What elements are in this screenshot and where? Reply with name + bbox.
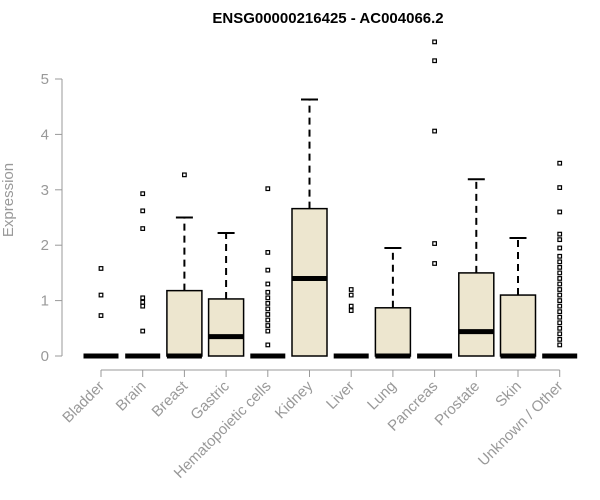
box-skin [499,236,537,359]
outlier-point [140,295,146,301]
outlier-point [557,264,563,270]
outlier-point [557,209,563,215]
chart-title: ENSG00000216425 - AC004066.2 [212,10,443,27]
x-tick-label: Lung [364,378,400,414]
outlier-point [265,295,271,301]
outlier-point [140,299,146,305]
outlier-point [557,309,563,315]
box-gastric [207,232,245,357]
outlier-point [432,261,437,266]
outlier-point [432,128,437,134]
box-iqr [166,289,203,357]
outlier-point [98,313,104,318]
x-tick-label: Breast [149,377,192,420]
outlier-point [265,300,271,306]
box-prostate [458,178,495,357]
outlier-point [265,267,271,273]
outlier-point [98,292,104,298]
outlier-point [557,303,563,309]
outlier-point [265,281,271,287]
y-tick-label: 1 [41,293,49,310]
outlier-point [557,281,563,287]
outlier-point [432,241,437,246]
x-tick-label: Brain [113,378,150,415]
outlier-point [348,292,354,298]
outlier-point [265,312,271,317]
box-iqr [374,307,412,357]
x-tick-label: Bladder [59,378,108,427]
outlier-point [140,191,146,197]
outlier-point [432,58,437,64]
boxes-group [83,39,578,359]
x-tick-label: Liver [323,378,358,413]
box-liver [333,287,369,359]
outlier-point [265,250,271,255]
x-tick-label: Kidney [272,377,317,422]
box-iqr [207,298,245,357]
box-kidney [291,98,328,357]
box-iqr [499,294,537,357]
outlier-point [557,276,563,281]
outlier-point [557,314,563,320]
outlier-point [182,172,187,178]
outlier-point [557,342,563,348]
box-brain [125,191,161,359]
outlier-point [348,303,354,309]
box-iqr [291,207,328,357]
box-breast [166,172,203,359]
outlier-point [557,237,563,243]
box-hematopoietic-cells [250,186,286,359]
outlier-point [265,186,271,192]
outlier-point [557,287,563,292]
outlier-point [557,298,563,303]
box-unknown-other [542,160,578,359]
outlier-point [265,317,271,323]
outlier-point [140,303,146,309]
outlier-point [557,185,563,190]
outlier-point [432,39,437,45]
outlier-point [140,226,146,231]
outlier-point [557,270,563,276]
y-axis: 0 1 2 3 4 5 [41,71,63,365]
y-axis-label: Expression [0,163,17,237]
box-iqr [458,272,495,357]
box-pancreas [417,39,453,359]
outlier-point [265,342,271,348]
outlier-point [98,266,104,271]
y-tick-label: 2 [41,237,49,254]
outlier-point [265,306,271,312]
outlier-point [557,292,563,298]
outlier-point [557,253,563,259]
outlier-point [265,328,271,334]
y-tick-label: 0 [41,348,49,365]
outlier-point [557,259,563,265]
outlier-point [557,336,563,342]
outlier-point [557,231,563,237]
y-tick-label: 3 [41,182,49,199]
box-bladder [83,266,119,359]
box-lung [374,246,412,359]
outlier-point [557,320,563,326]
y-tick-label: 5 [41,71,49,88]
outlier-point [265,289,271,295]
outlier-point [348,308,354,313]
outlier-point [140,328,146,334]
y-tick-label: 4 [41,126,49,143]
outlier-point [557,325,563,331]
outlier-point [140,208,146,214]
outlier-point [557,160,563,166]
x-tick-label: Skin [492,378,525,411]
outlier-point [348,287,354,292]
x-tick-label: Prostate [432,378,484,430]
outlier-point [557,245,563,251]
outlier-point [557,331,563,337]
outlier-point [265,323,271,328]
